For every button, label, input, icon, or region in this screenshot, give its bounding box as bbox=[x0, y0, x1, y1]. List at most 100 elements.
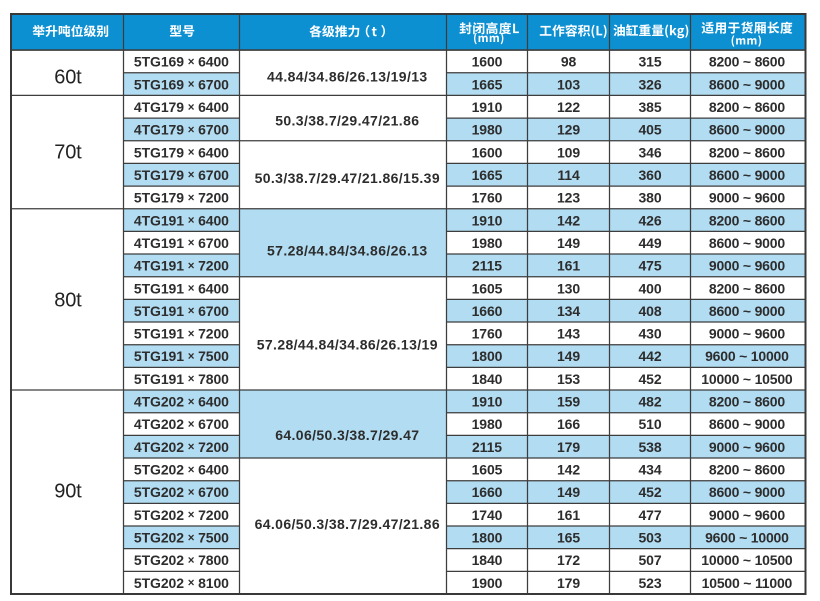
svg-text:482: 482 bbox=[638, 394, 661, 410]
svg-text:405: 405 bbox=[638, 122, 661, 138]
svg-text:9000 ~ 9600: 9000 ~ 9600 bbox=[709, 190, 785, 206]
svg-text:442: 442 bbox=[638, 348, 661, 364]
svg-text:149: 149 bbox=[557, 235, 580, 251]
svg-text:4TG179 × 6400: 4TG179 × 6400 bbox=[134, 99, 229, 115]
svg-text:477: 477 bbox=[638, 507, 661, 523]
svg-text:5TG202 × 8100: 5TG202 × 8100 bbox=[134, 575, 229, 591]
svg-text:385: 385 bbox=[638, 99, 661, 115]
svg-text:5TG179 × 6700: 5TG179 × 6700 bbox=[134, 167, 229, 183]
svg-text:1605: 1605 bbox=[472, 462, 503, 478]
svg-text:114: 114 bbox=[557, 167, 580, 183]
svg-text:8600 ~ 9000: 8600 ~ 9000 bbox=[709, 484, 785, 500]
svg-text:5TG169 × 6400: 5TG169 × 6400 bbox=[134, 54, 229, 70]
svg-text:538: 538 bbox=[638, 439, 661, 455]
svg-text:1910: 1910 bbox=[472, 99, 503, 115]
svg-text:143: 143 bbox=[557, 326, 580, 342]
svg-text:1840: 1840 bbox=[472, 552, 503, 568]
svg-text:129: 129 bbox=[557, 122, 580, 138]
svg-text:142: 142 bbox=[557, 212, 580, 228]
svg-text:1600: 1600 bbox=[472, 54, 503, 70]
svg-text:8600 ~ 9000: 8600 ~ 9000 bbox=[709, 416, 785, 432]
svg-text:134: 134 bbox=[557, 303, 580, 319]
svg-text:50.3/38.7/29.47/21.86: 50.3/38.7/29.47/21.86 bbox=[275, 112, 419, 128]
svg-text:9000 ~ 9600: 9000 ~ 9600 bbox=[709, 326, 785, 342]
svg-text:90t: 90t bbox=[54, 480, 82, 502]
svg-text:8600 ~ 9000: 8600 ~ 9000 bbox=[709, 303, 785, 319]
svg-text:430: 430 bbox=[638, 326, 661, 342]
svg-text:50.3/38.7/29.47/21.86/15.39: 50.3/38.7/29.47/21.86/15.39 bbox=[255, 170, 440, 186]
svg-text:57.28/44.84/34.86/26.13: 57.28/44.84/34.86/26.13 bbox=[267, 242, 428, 258]
svg-text:5TG191 × 7200: 5TG191 × 7200 bbox=[134, 326, 229, 342]
svg-text:434: 434 bbox=[638, 462, 661, 478]
svg-text:9000 ~ 9600: 9000 ~ 9600 bbox=[709, 258, 785, 274]
svg-text:10500 ~ 11000: 10500 ~ 11000 bbox=[702, 575, 793, 591]
svg-text:408: 408 bbox=[638, 303, 661, 319]
svg-text:8600 ~ 9000: 8600 ~ 9000 bbox=[709, 235, 785, 251]
svg-text:5TG202 × 6400: 5TG202 × 6400 bbox=[134, 462, 229, 478]
svg-text:510: 510 bbox=[638, 416, 661, 432]
svg-text:98: 98 bbox=[561, 54, 577, 70]
svg-text:4TG179 × 6700: 4TG179 × 6700 bbox=[134, 122, 229, 138]
svg-text:1600: 1600 bbox=[472, 144, 503, 160]
svg-text:449: 449 bbox=[638, 235, 661, 251]
svg-text:5TG202 × 6700: 5TG202 × 6700 bbox=[134, 484, 229, 500]
svg-text:5TG179 × 6400: 5TG179 × 6400 bbox=[134, 144, 229, 160]
svg-text:64.06/50.3/38.7/29.47: 64.06/50.3/38.7/29.47 bbox=[275, 427, 419, 443]
svg-text:130: 130 bbox=[557, 280, 580, 296]
svg-text:1660: 1660 bbox=[472, 484, 503, 500]
svg-text:122: 122 bbox=[557, 99, 580, 115]
svg-text:8200 ~ 8600: 8200 ~ 8600 bbox=[709, 280, 785, 296]
svg-text:1760: 1760 bbox=[472, 326, 503, 342]
svg-text:5TG191 × 6400: 5TG191 × 6400 bbox=[134, 280, 229, 296]
svg-text:5TG191 × 7800: 5TG191 × 7800 bbox=[134, 371, 229, 387]
svg-text:1980: 1980 bbox=[472, 416, 503, 432]
svg-text:123: 123 bbox=[557, 190, 580, 206]
svg-text:4TG191 × 7200: 4TG191 × 7200 bbox=[134, 258, 229, 274]
svg-text:1840: 1840 bbox=[472, 371, 503, 387]
svg-text:5TG179 × 7200: 5TG179 × 7200 bbox=[134, 190, 229, 206]
svg-text:80t: 80t bbox=[54, 289, 82, 311]
svg-text:9000 ~ 9600: 9000 ~ 9600 bbox=[709, 439, 785, 455]
svg-text:4TG202 × 7200: 4TG202 × 7200 bbox=[134, 439, 229, 455]
svg-text:103: 103 bbox=[557, 76, 580, 92]
svg-text:60t: 60t bbox=[54, 66, 82, 88]
svg-text:70t: 70t bbox=[54, 142, 82, 164]
svg-text:8600 ~ 9000: 8600 ~ 9000 bbox=[709, 167, 785, 183]
svg-text:503: 503 bbox=[638, 530, 661, 546]
svg-text:9600 ~ 10000: 9600 ~ 10000 bbox=[705, 348, 789, 364]
svg-text:9600 ~ 10000: 9600 ~ 10000 bbox=[705, 530, 789, 546]
svg-text:165: 165 bbox=[557, 530, 580, 546]
svg-text:5TG191 × 6700: 5TG191 × 6700 bbox=[134, 303, 229, 319]
svg-text:172: 172 bbox=[557, 552, 580, 568]
svg-text:2115: 2115 bbox=[472, 258, 502, 274]
svg-text:159: 159 bbox=[557, 394, 580, 410]
svg-text:1660: 1660 bbox=[472, 303, 503, 319]
svg-text:64.06/50.3/38.7/29.47/21.86: 64.06/50.3/38.7/29.47/21.86 bbox=[255, 516, 440, 532]
svg-text:475: 475 bbox=[638, 258, 661, 274]
svg-text:8200 ~ 8600: 8200 ~ 8600 bbox=[709, 54, 785, 70]
svg-text:109: 109 bbox=[557, 144, 580, 160]
svg-text:346: 346 bbox=[638, 144, 661, 160]
svg-text:1800: 1800 bbox=[472, 348, 503, 364]
svg-text:5TG169 × 6700: 5TG169 × 6700 bbox=[134, 76, 229, 92]
svg-text:360: 360 bbox=[638, 167, 661, 183]
svg-text:5TG202 × 7200: 5TG202 × 7200 bbox=[134, 507, 229, 523]
svg-text:179: 179 bbox=[557, 575, 580, 591]
svg-text:8200 ~ 8600: 8200 ~ 8600 bbox=[709, 462, 785, 478]
svg-text:1605: 1605 bbox=[472, 280, 503, 296]
svg-text:1900: 1900 bbox=[472, 575, 503, 591]
svg-text:179: 179 bbox=[557, 439, 580, 455]
svg-text:8600 ~ 9000: 8600 ~ 9000 bbox=[709, 76, 785, 92]
svg-text:4TG191 × 6700: 4TG191 × 6700 bbox=[134, 235, 229, 251]
svg-text:10000 ~ 10500: 10000 ~ 10500 bbox=[701, 552, 793, 568]
svg-text:1760: 1760 bbox=[472, 190, 503, 206]
svg-text:9000 ~ 9600: 9000 ~ 9600 bbox=[709, 507, 785, 523]
svg-text:1980: 1980 bbox=[472, 235, 503, 251]
svg-text:4TG202 × 6700: 4TG202 × 6700 bbox=[134, 416, 229, 432]
svg-text:8600 ~ 9000: 8600 ~ 9000 bbox=[709, 122, 785, 138]
svg-text:452: 452 bbox=[638, 371, 661, 387]
svg-text:166: 166 bbox=[557, 416, 580, 432]
svg-text:315: 315 bbox=[638, 54, 661, 70]
svg-text:523: 523 bbox=[638, 575, 661, 591]
svg-text:1910: 1910 bbox=[472, 394, 503, 410]
